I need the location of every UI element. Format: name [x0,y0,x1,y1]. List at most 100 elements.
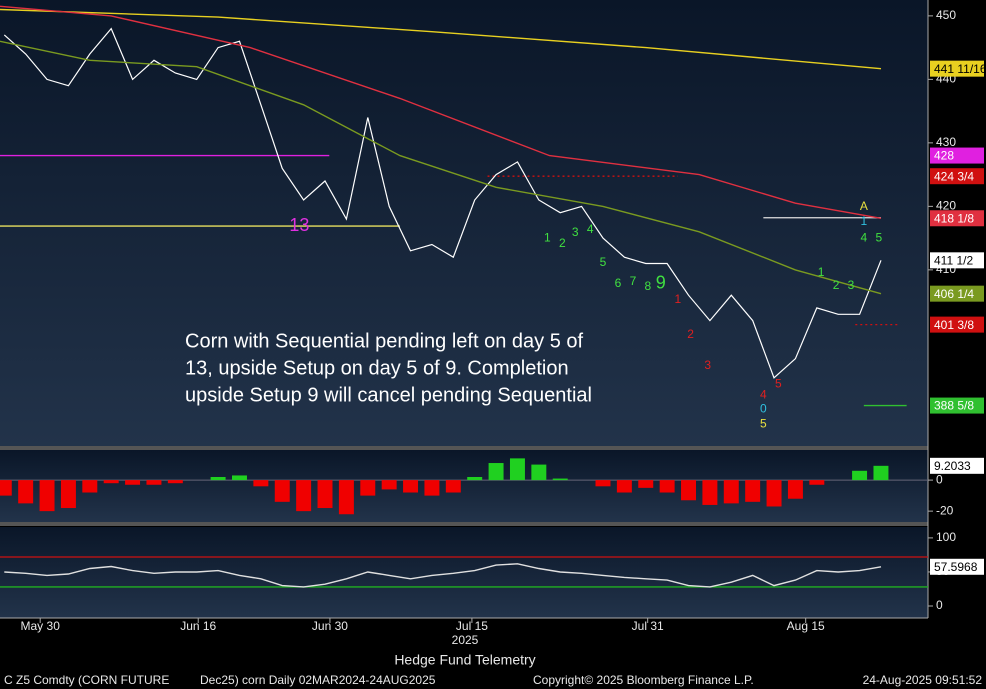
series-line [0,5,882,219]
value-tag [930,210,984,227]
footer-desc: Dec25) corn Daily 02MAR2024-24AUG2025 [200,673,436,687]
value-tag [930,285,984,302]
count-label: 5 [760,416,767,430]
bar [0,480,12,496]
bar [595,480,611,487]
bar [852,470,868,481]
count-label: 1 [818,265,825,279]
bar [702,480,718,505]
bar [317,480,333,509]
count-label: 1 [544,230,551,244]
count-label: 8 [645,279,652,293]
footer-timestamp: 24-Aug-2025 09:51:52 [863,673,983,687]
x-tick-label: Jul 31 [632,619,664,633]
bar [531,464,547,481]
x-tick-label: May 30 [21,619,61,633]
x-tick-label: Aug 15 [787,619,825,633]
bar [253,480,269,487]
count-label: 2 [833,278,840,292]
count-label: 1 [861,214,868,228]
value-tag [930,168,984,185]
x-tick-label: Jun 30 [312,619,348,633]
count-label: 1 [674,292,681,306]
bar [467,477,483,481]
count-label: 3 [704,358,711,372]
bar [873,465,889,481]
count-label: 3 [572,225,579,239]
bar [296,480,312,512]
series-line [0,40,882,295]
count-label: 9 [656,273,666,293]
bar [167,480,183,484]
footer-ticker: C Z5 Comdty (CORN FUTURE [4,673,169,687]
value-tag [930,397,984,414]
count-label: 0 [760,402,767,416]
bar [103,480,119,484]
bar [381,480,397,490]
count-label: 7 [630,274,637,288]
value-tag-label: 57.5968 [934,560,978,574]
bar [445,480,461,493]
series-line [4,563,882,588]
value-tag [930,558,984,575]
bar [424,480,440,496]
count-label: 4 [587,222,594,236]
value-tag [930,252,984,269]
bar [360,480,376,496]
bar [509,458,525,481]
bar [681,480,696,501]
y-tick-label: 0 [936,598,943,612]
bar [146,480,162,485]
bar [82,480,98,493]
value-tag [930,457,984,474]
bar [745,480,761,502]
count-label: 2 [559,236,566,250]
y-tick-label: 100 [936,530,956,544]
series-line [0,8,882,70]
chart-title: Hedge Fund Telemetry [394,652,535,668]
year-label: 2025 [452,633,479,647]
bar [488,463,504,481]
annotation: Corn with Sequential pending left on day… [185,330,583,352]
bar [210,477,226,481]
bar [232,475,247,481]
bar [723,480,739,504]
bar [809,480,825,485]
bar [274,480,290,502]
value-tag-label: 388 5/8 [934,399,974,413]
value-tag-label: 411 1/2 [934,253,973,267]
y-tick-label: 430 [936,135,956,149]
bar [638,480,654,488]
bar [616,480,632,493]
bar [787,480,803,499]
bar [552,478,568,481]
y-tick-label: -20 [936,503,954,517]
x-tick-label: Jun 16 [180,619,216,633]
bar [39,480,55,512]
count-label: 5 [600,255,607,269]
bar [125,480,141,485]
separator [0,446,928,450]
y-tick-label: 0 [936,472,943,486]
count-label: 13 [289,215,309,235]
bar [338,480,354,515]
count-label: 5 [775,376,782,390]
x-tick-label: Jul 15 [456,619,488,633]
value-tag-label: 418 1/8 [934,211,974,225]
count-label: A [860,199,868,213]
main-panel [0,0,928,447]
annotation: 13, upside Setup on day 5 of 9. Completi… [185,357,569,379]
annotation: upside Setup 9 will cancel pending Seque… [185,384,592,406]
y-tick-label: 420 [936,199,956,213]
value-tag-label: 428 [934,149,954,163]
footer-copyright: Copyright© 2025 Bloomberg Finance L.P. [533,673,754,687]
bar [18,480,34,504]
value-tag-label: 9.2033 [934,459,971,473]
bar [403,480,419,493]
count-label: 5 [875,230,882,244]
separator [0,522,928,526]
value-tag [930,316,984,333]
bar [60,480,76,509]
count-label: 2 [687,327,694,341]
value-tag-label: 401 3/8 [934,318,974,332]
